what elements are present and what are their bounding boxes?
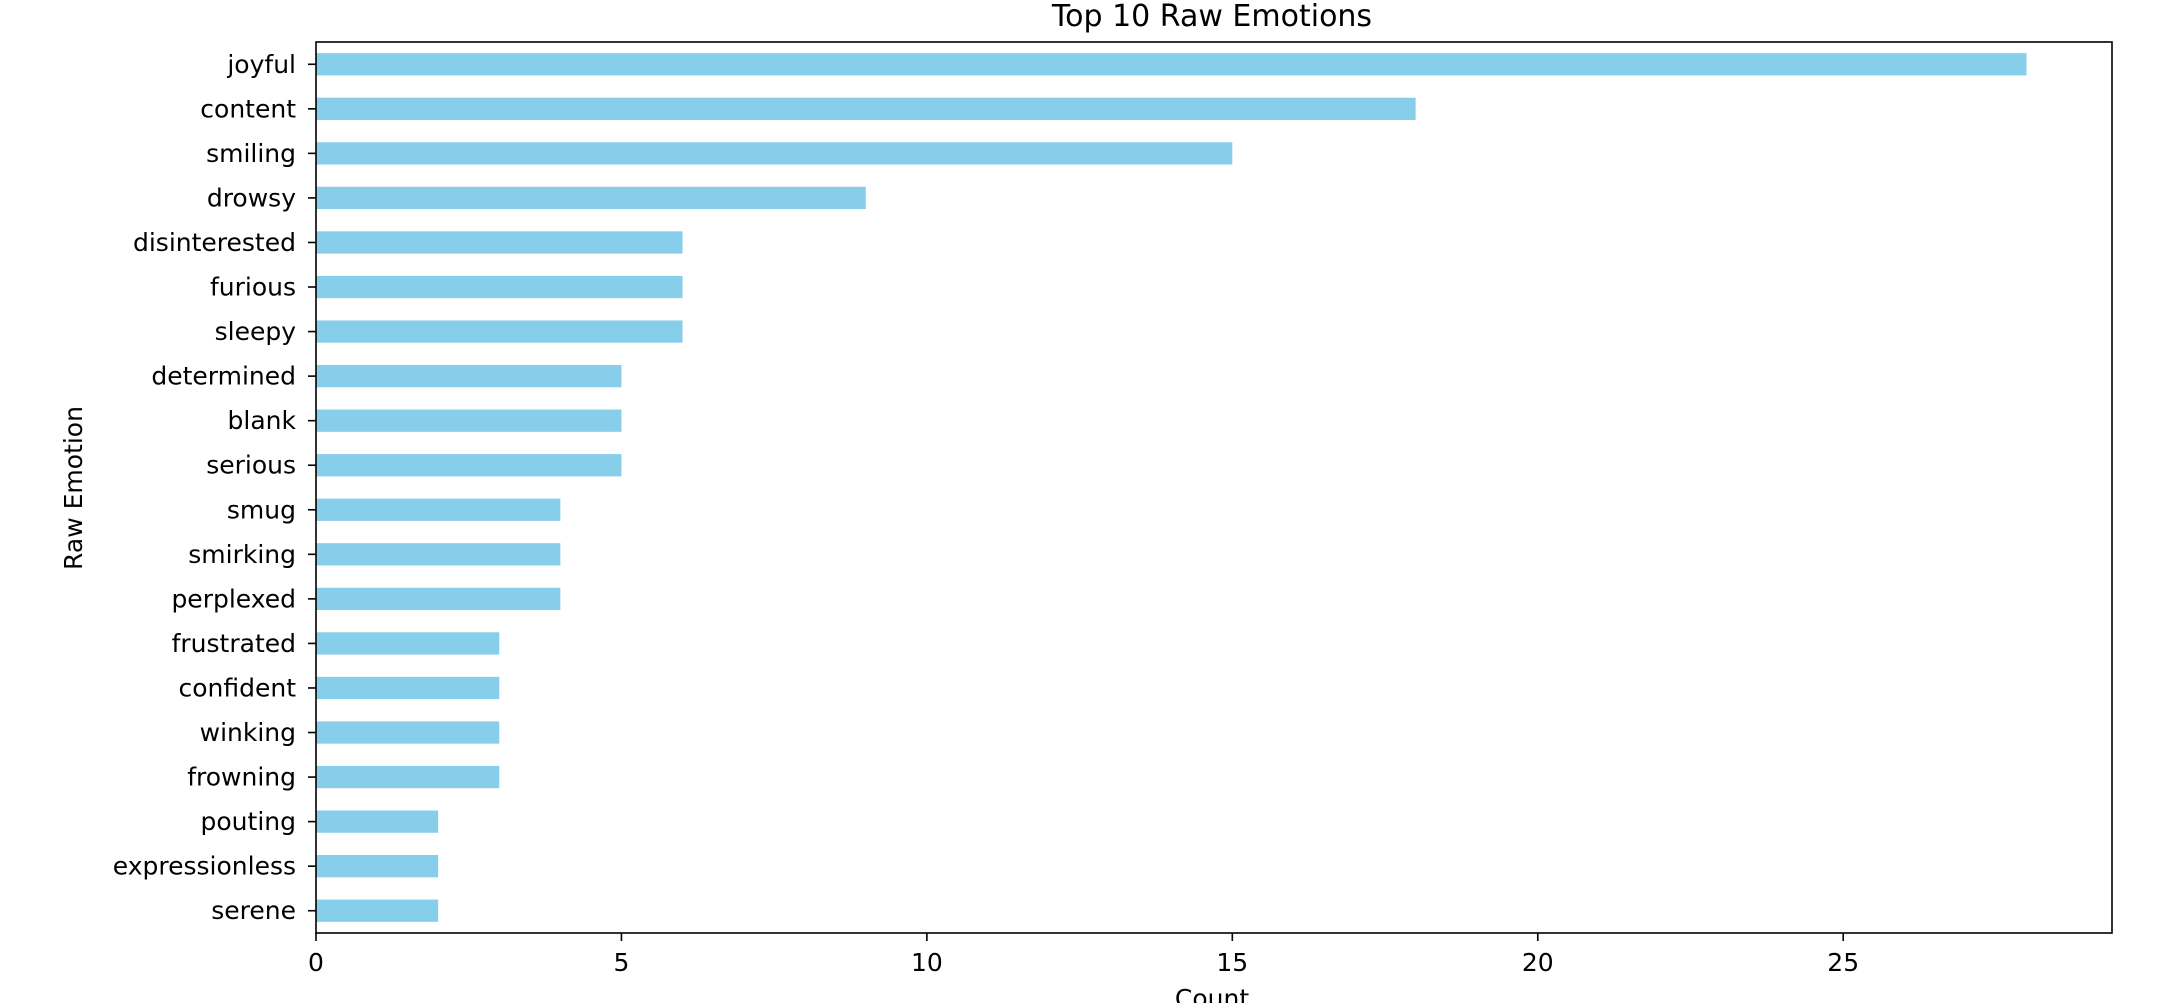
bar-serious xyxy=(316,454,622,477)
x-tick-label: 5 xyxy=(613,948,629,977)
y-tick-label: winking xyxy=(200,718,296,747)
x-tick-label: 10 xyxy=(911,948,943,977)
y-tick-label: disinterested xyxy=(133,228,296,257)
bar-serene xyxy=(316,899,439,922)
bar-frustrated xyxy=(316,632,500,655)
y-tick-label: determined xyxy=(151,362,296,391)
y-tick-label: serene xyxy=(211,896,296,925)
y-tick-label: smug xyxy=(227,495,296,524)
y-tick-label: pouting xyxy=(201,807,296,836)
bar-pouting xyxy=(316,810,439,833)
bar-content xyxy=(316,97,1416,120)
x-tick-label: 25 xyxy=(1827,948,1859,977)
bar-confident xyxy=(316,676,500,700)
bar-disinterested xyxy=(316,231,683,254)
bar-drowsy xyxy=(316,186,866,210)
y-tick-label: perplexed xyxy=(171,584,296,613)
bar-frowning xyxy=(316,765,500,789)
y-tick-label: drowsy xyxy=(207,183,296,212)
x-axis-title: Count xyxy=(1175,984,1249,1003)
y-tick-label: content xyxy=(200,94,296,123)
y-tick-label: expressionless xyxy=(113,852,296,881)
bar-smug xyxy=(316,498,561,521)
y-tick-label: smiling xyxy=(206,139,296,168)
bar-determined xyxy=(316,364,622,388)
bar-furious xyxy=(316,275,683,299)
x-tick-label: 0 xyxy=(308,948,324,977)
bar-joyful xyxy=(316,53,2027,76)
bar-perplexed xyxy=(316,587,561,611)
y-tick-label: blank xyxy=(228,406,297,435)
bar-expressionless xyxy=(316,855,439,878)
y-tick-label: furious xyxy=(210,273,296,302)
x-tick-label: 20 xyxy=(1522,948,1554,977)
y-tick-label: serious xyxy=(206,451,296,480)
bar-blank xyxy=(316,409,622,432)
y-tick-label: frowning xyxy=(187,763,296,792)
bar-winking xyxy=(316,721,500,744)
y-tick-label: confident xyxy=(178,673,296,702)
y-tick-label: smirking xyxy=(188,540,296,569)
bar-smiling xyxy=(316,142,1233,165)
y-tick-label: sleepy xyxy=(215,317,297,346)
bar-sleepy xyxy=(316,320,683,343)
x-tick-label: 15 xyxy=(1216,948,1248,977)
y-tick-label: frustrated xyxy=(172,629,296,658)
chart-title: Top 10 Raw Emotions xyxy=(1051,0,1372,34)
bar-smirking xyxy=(316,543,561,566)
plot-area-frame xyxy=(315,41,2113,934)
y-axis-title: Raw Emotion xyxy=(59,406,88,570)
y-tick-label: joyful xyxy=(226,50,296,79)
